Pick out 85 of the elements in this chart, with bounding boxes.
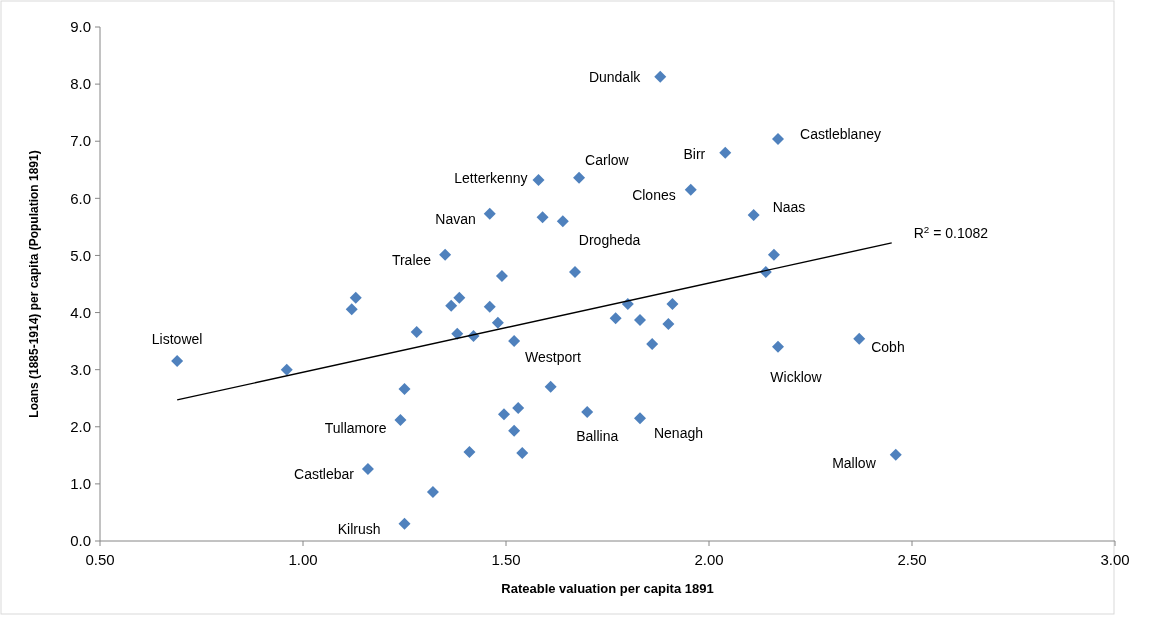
annotation: Cobh: [871, 338, 905, 355]
point: [508, 424, 521, 437]
x-tick-label: 1.50: [491, 551, 521, 568]
point: [463, 445, 476, 458]
point: [483, 207, 496, 220]
point: [516, 447, 529, 460]
annotation: Naas: [772, 198, 806, 215]
y-tick-label: 3.0: [70, 360, 91, 378]
point: [633, 412, 646, 425]
annotation: Castlebar: [294, 465, 355, 482]
point: [747, 208, 760, 221]
point: [853, 332, 866, 345]
point: [398, 517, 411, 530]
annotation: Tralee: [391, 251, 432, 268]
point: [345, 303, 358, 316]
point: [772, 340, 785, 353]
y-tick-label: 9.0: [70, 18, 91, 36]
point: [646, 337, 659, 350]
point: [654, 70, 667, 83]
y-axis-title: Loans (1885-1914) per capita (Population 1891): [27, 150, 41, 418]
point: [508, 335, 521, 348]
point: [556, 215, 569, 228]
point: [662, 317, 675, 330]
annotation: Ballina: [576, 427, 619, 444]
point: [719, 146, 732, 159]
y-tick-label: 2.0: [70, 418, 91, 436]
annotation: Listowel: [151, 331, 203, 347]
annotation: Dundalk: [588, 68, 642, 85]
annotation: Nenagh: [653, 425, 704, 442]
point: [573, 171, 586, 184]
point: [439, 248, 452, 261]
x-axis-title: Rateable valuation per capita 1891: [501, 581, 714, 596]
point: [445, 299, 458, 312]
point: [569, 266, 582, 279]
x-tick-label: 3.00: [1100, 551, 1130, 568]
point: [280, 363, 293, 376]
y-tick-label: 6.0: [70, 189, 91, 207]
point: [495, 270, 508, 282]
annotation: Tullamore: [324, 419, 387, 436]
annotation: Navan: [435, 210, 476, 227]
point: [497, 408, 510, 421]
point: [581, 405, 594, 418]
annotation: Birr: [683, 145, 706, 162]
point: [536, 211, 549, 224]
point: [544, 380, 557, 393]
x-tick-label: 1.00: [288, 551, 318, 568]
point: [453, 291, 466, 304]
annotation: Letterkenny: [454, 169, 528, 186]
point: [684, 183, 697, 196]
point: [394, 413, 407, 426]
y-tick-label: 4.0: [70, 303, 91, 321]
point: [532, 174, 545, 187]
point: [512, 401, 525, 414]
point: [349, 291, 362, 304]
annotation: Wicklow: [770, 368, 823, 385]
annotation: Westport: [525, 349, 581, 366]
x-tick-label: 2.50: [897, 551, 927, 568]
y-tick-label: 7.0: [70, 132, 91, 150]
point: [767, 248, 780, 261]
point: [361, 463, 374, 476]
annotation: Kilrush: [337, 520, 381, 537]
point: [426, 485, 439, 498]
y-tick-label: 1.0: [70, 475, 91, 493]
point: [171, 355, 184, 368]
annotation: Castleblaney: [800, 125, 881, 142]
annotation: Clones: [632, 186, 676, 203]
x-tick-label: 2.00: [694, 551, 724, 568]
point: [666, 297, 679, 310]
annotation: Carlow: [585, 151, 630, 168]
point: [398, 383, 411, 396]
y-tick-label: 0.0: [70, 532, 91, 550]
y-tick-label: 5.0: [70, 246, 91, 264]
annotation: R$^{2}$ = 0.1082: [913, 223, 989, 241]
point: [410, 325, 423, 338]
point: [451, 327, 464, 340]
point: [483, 300, 496, 313]
point: [491, 316, 504, 329]
x-tick-label: 0.50: [85, 551, 115, 568]
annotation: Drogheda: [578, 232, 641, 249]
point: [889, 448, 902, 461]
y-tick-label: 8.0: [70, 75, 91, 93]
point: [633, 313, 646, 326]
annotation: Mallow: [832, 454, 877, 471]
point: [609, 312, 622, 325]
point: [772, 132, 785, 145]
